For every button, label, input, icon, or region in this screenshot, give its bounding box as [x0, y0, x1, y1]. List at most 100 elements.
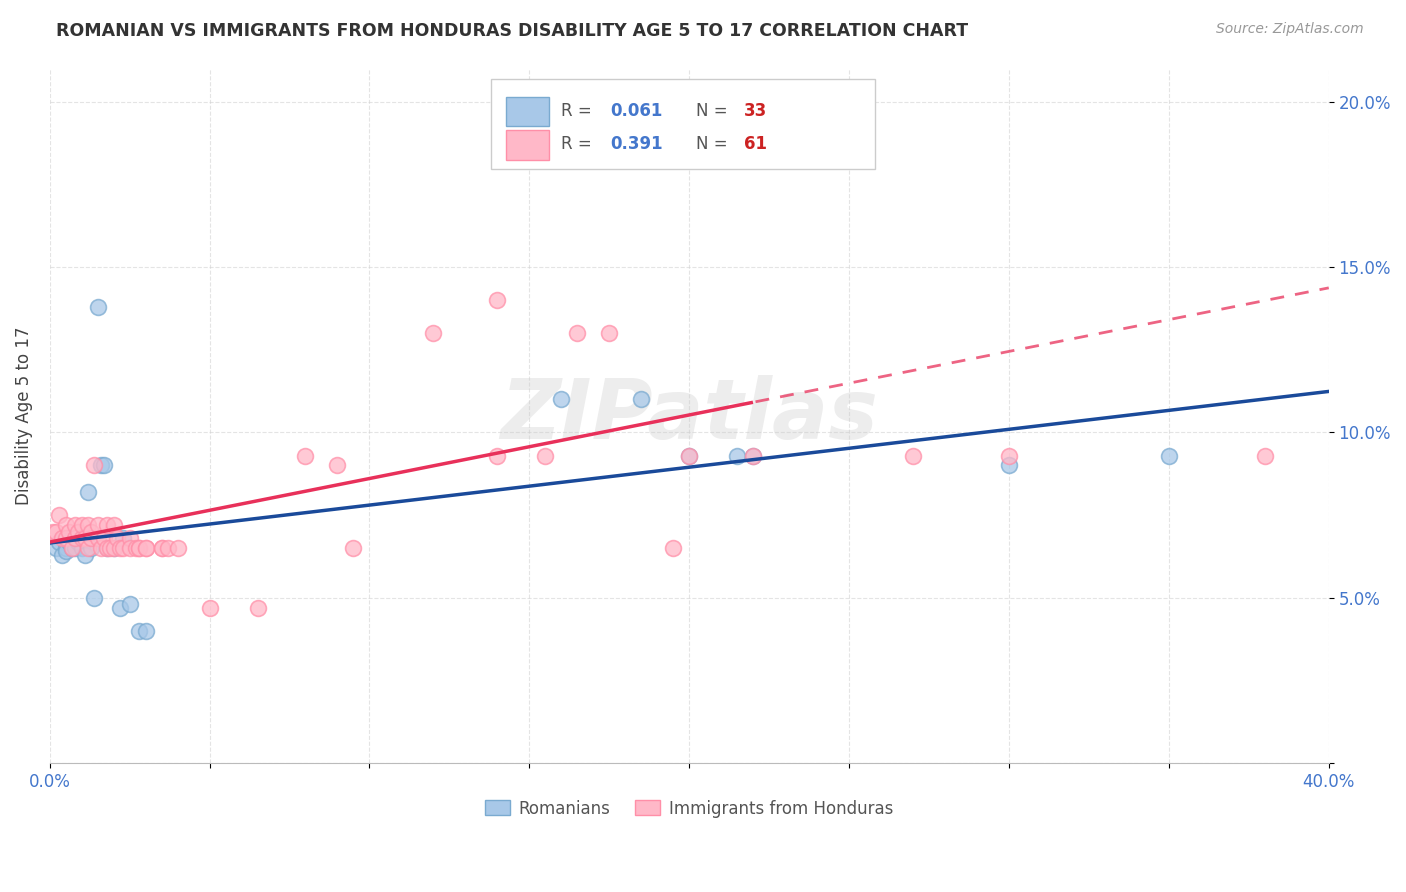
- Point: [108, 600, 131, 615]
- Point: [725, 449, 748, 463]
- Point: [83, 591, 105, 605]
- Point: [678, 449, 700, 463]
- Point: [128, 541, 150, 555]
- Point: [901, 449, 924, 463]
- Point: [55, 541, 77, 555]
- Point: [86, 518, 108, 533]
- Point: [534, 449, 557, 463]
- Point: [198, 600, 221, 615]
- Point: [83, 458, 105, 473]
- Point: [598, 326, 620, 340]
- Point: [90, 458, 112, 473]
- Point: [135, 541, 157, 555]
- Point: [77, 484, 100, 499]
- Point: [166, 541, 188, 555]
- Point: [678, 128, 700, 142]
- Text: ROMANIAN VS IMMIGRANTS FROM HONDURAS DISABILITY AGE 5 TO 17 CORRELATION CHART: ROMANIAN VS IMMIGRANTS FROM HONDURAS DIS…: [56, 22, 969, 40]
- Point: [103, 518, 125, 533]
- Point: [118, 598, 141, 612]
- Point: [70, 541, 93, 555]
- Point: [67, 534, 90, 549]
- Text: 0.391: 0.391: [610, 136, 662, 153]
- Point: [103, 541, 125, 555]
- Point: [486, 293, 509, 307]
- Text: N =: N =: [696, 136, 733, 153]
- Point: [90, 541, 112, 555]
- Point: [100, 541, 122, 555]
- Point: [51, 548, 73, 562]
- Text: 0.061: 0.061: [610, 102, 662, 120]
- Point: [77, 518, 100, 533]
- Point: [67, 524, 90, 539]
- Point: [128, 541, 150, 555]
- Point: [112, 541, 135, 555]
- Point: [630, 392, 652, 407]
- Point: [65, 541, 87, 555]
- Point: [93, 458, 115, 473]
- Point: [58, 524, 80, 539]
- Point: [55, 518, 77, 533]
- Text: 61: 61: [744, 136, 768, 153]
- Point: [86, 300, 108, 314]
- Point: [70, 518, 93, 533]
- Point: [118, 541, 141, 555]
- Point: [45, 541, 67, 555]
- Point: [742, 449, 765, 463]
- Point: [93, 531, 115, 545]
- Point: [294, 449, 316, 463]
- Point: [80, 541, 103, 555]
- Point: [65, 531, 87, 545]
- Legend: Romanians, Immigrants from Honduras: Romanians, Immigrants from Honduras: [478, 793, 900, 824]
- Point: [998, 458, 1021, 473]
- Y-axis label: Disability Age 5 to 17: Disability Age 5 to 17: [15, 326, 32, 505]
- Point: [103, 541, 125, 555]
- Point: [998, 449, 1021, 463]
- Text: Source: ZipAtlas.com: Source: ZipAtlas.com: [1216, 22, 1364, 37]
- Point: [108, 541, 131, 555]
- Point: [55, 531, 77, 545]
- Text: ZIPatlas: ZIPatlas: [501, 376, 879, 457]
- Point: [1254, 449, 1277, 463]
- Point: [51, 531, 73, 545]
- Point: [48, 508, 70, 522]
- Point: [678, 128, 700, 142]
- FancyBboxPatch shape: [506, 130, 548, 160]
- Point: [70, 531, 93, 545]
- Text: R =: R =: [561, 136, 598, 153]
- Point: [96, 541, 118, 555]
- Point: [60, 531, 83, 545]
- Point: [486, 449, 509, 463]
- Point: [342, 541, 364, 555]
- Point: [48, 534, 70, 549]
- Point: [96, 541, 118, 555]
- Point: [96, 518, 118, 533]
- Point: [567, 326, 589, 340]
- Point: [80, 524, 103, 539]
- Text: N =: N =: [696, 102, 733, 120]
- Point: [55, 544, 77, 558]
- Point: [112, 531, 135, 545]
- Point: [742, 449, 765, 463]
- Point: [118, 531, 141, 545]
- Point: [73, 548, 96, 562]
- Point: [58, 534, 80, 549]
- Text: 33: 33: [744, 102, 768, 120]
- Point: [105, 531, 128, 545]
- Point: [326, 458, 349, 473]
- Text: R =: R =: [561, 102, 598, 120]
- Point: [125, 541, 148, 555]
- Point: [422, 326, 444, 340]
- FancyBboxPatch shape: [491, 78, 875, 169]
- Point: [246, 600, 269, 615]
- Point: [42, 524, 65, 539]
- Point: [60, 541, 83, 555]
- Point: [135, 624, 157, 638]
- Point: [128, 624, 150, 638]
- Point: [60, 541, 83, 555]
- Point: [70, 531, 93, 545]
- Point: [150, 541, 173, 555]
- Point: [45, 524, 67, 539]
- Point: [65, 518, 87, 533]
- Point: [86, 531, 108, 545]
- Point: [150, 541, 173, 555]
